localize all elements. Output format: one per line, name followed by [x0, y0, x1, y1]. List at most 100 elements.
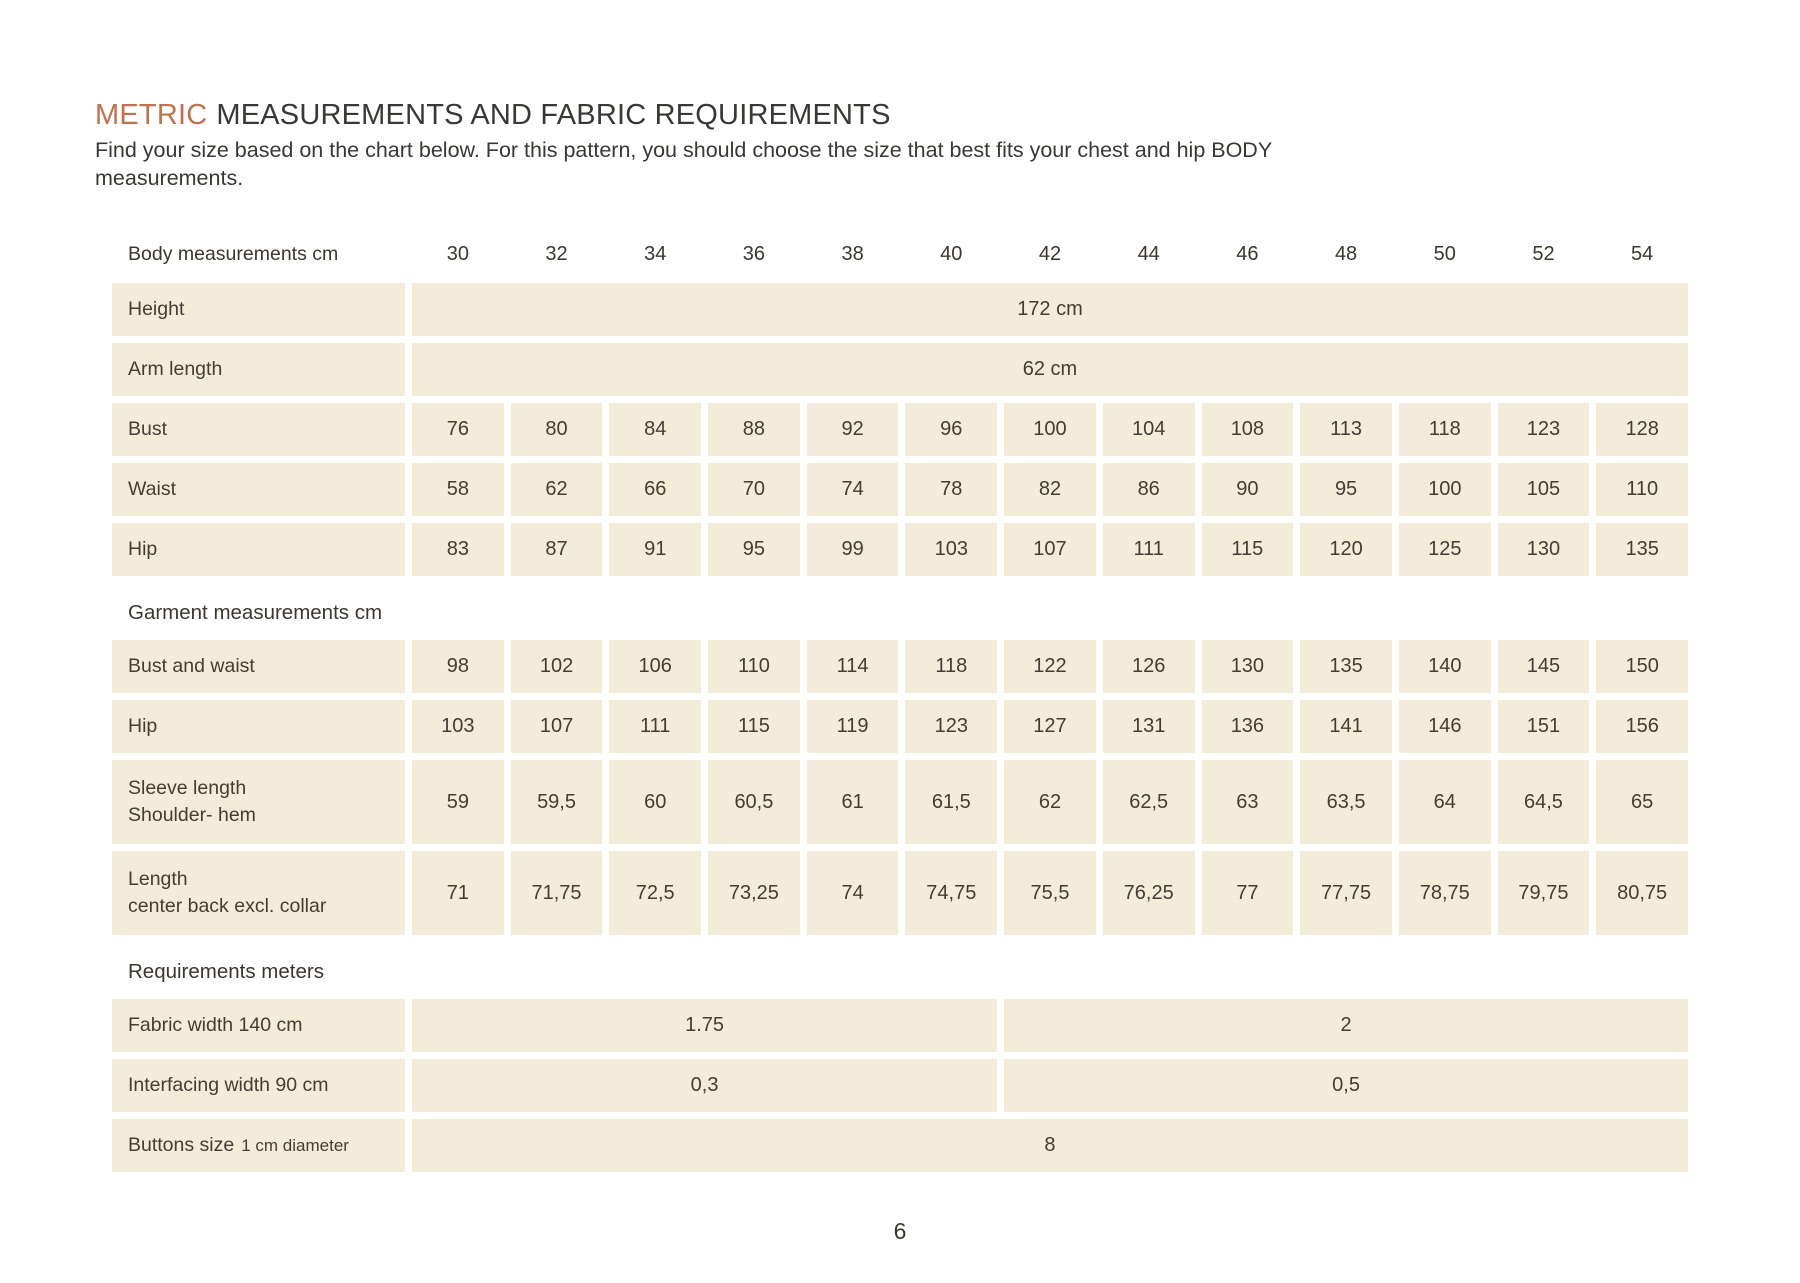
value-cell: 83	[412, 523, 504, 576]
value-cell: 60,5	[708, 760, 800, 844]
value-cell: 130	[1497, 523, 1590, 576]
size-column-header: 34	[644, 242, 667, 265]
value-cell: 59,5	[510, 760, 603, 844]
value-cell: 102	[510, 640, 603, 693]
value-cell: 74	[806, 463, 899, 516]
value-cell: 77	[1201, 851, 1294, 935]
size-column-header: 36	[742, 242, 766, 265]
value-cell: 80,75	[1596, 851, 1688, 935]
value-cell: 88	[708, 403, 800, 456]
value-cell: 145	[1497, 640, 1590, 693]
intro-text: Find your size based on the chart below.…	[95, 136, 1272, 192]
section-header-garment: Garment measurements cm	[128, 601, 383, 624]
value-cell: 106	[609, 640, 702, 693]
value-cell: 66	[609, 463, 702, 516]
row-label: Fabric width 140 cm	[112, 999, 405, 1052]
value-cell: 78	[905, 463, 998, 516]
measurement-table: Body measurements cm 30 32 34 36 38 40 42 44 46 48…	[112, 232, 1688, 1172]
value-cell: 130	[1201, 640, 1294, 693]
row-label: Interfacing width 90 cm	[112, 1059, 405, 1112]
value-cell: 77,75	[1300, 851, 1392, 935]
value-cell: 103	[412, 700, 504, 753]
span-value-cell: 0,3	[412, 1059, 998, 1112]
section-header-requirements: Requirements meters	[128, 960, 324, 983]
row-label: Height	[112, 283, 405, 336]
value-cell: 61,5	[905, 760, 998, 844]
value-cell: 107	[1004, 523, 1096, 576]
value-cell: 108	[1201, 403, 1294, 456]
value-cell: 128	[1596, 403, 1688, 456]
value-cell: 74	[806, 851, 899, 935]
value-cell: 140	[1398, 640, 1491, 693]
value-cell: 118	[1398, 403, 1491, 456]
value-cell: 73,25	[708, 851, 800, 935]
row-label-line1: Length	[128, 868, 188, 890]
value-cell: 87	[510, 523, 603, 576]
value-cell: 135	[1596, 523, 1688, 576]
row-label: Bust and waist	[112, 640, 405, 693]
value-cell: 61	[806, 760, 899, 844]
value-cell: 86	[1102, 463, 1195, 516]
row-label-line1: Sleeve length	[128, 777, 247, 799]
row-label: Bust	[112, 403, 405, 456]
value-cell: 59	[412, 760, 504, 844]
value-cell: 62	[510, 463, 603, 516]
value-cell: 131	[1102, 700, 1195, 753]
size-column-header: 50	[1433, 242, 1456, 265]
row-label: Sleeve length Shoulder- hem	[112, 760, 405, 844]
value-cell: 103	[905, 523, 998, 576]
page-title: METRIC MEASUREMENTS AND FABRIC REQUIREMEN…	[95, 99, 891, 132]
row-label: Waist	[112, 463, 405, 516]
value-cell: 120	[1300, 523, 1392, 576]
value-cell: 100	[1004, 403, 1096, 456]
value-cell: 60	[609, 760, 702, 844]
span-value-cell: 172 cm	[412, 283, 1688, 336]
value-cell: 78,75	[1398, 851, 1491, 935]
row-label: Arm length	[112, 343, 405, 396]
value-cell: 113	[1300, 403, 1392, 456]
value-cell: 82	[1004, 463, 1096, 516]
value-cell: 136	[1201, 700, 1294, 753]
value-cell: 119	[806, 700, 899, 753]
row-label: Hip	[112, 700, 405, 753]
span-value-cell: 8	[412, 1119, 1688, 1172]
value-cell: 76,25	[1102, 851, 1195, 935]
title-rest: MEASUREMENTS AND FABRIC REQUIREMENTS	[216, 99, 891, 131]
value-cell: 100	[1398, 463, 1491, 516]
value-cell: 99	[806, 523, 899, 576]
value-cell: 62,5	[1102, 760, 1195, 844]
value-cell: 92	[806, 403, 899, 456]
value-cell: 91	[609, 523, 702, 576]
span-value-cell: 0,5	[1004, 1059, 1688, 1112]
value-cell: 146	[1398, 700, 1491, 753]
title-accent: METRIC	[95, 99, 208, 131]
value-cell: 156	[1596, 700, 1688, 753]
value-cell: 111	[609, 700, 702, 753]
size-column-header: 46	[1236, 242, 1259, 265]
row-label: Hip	[112, 523, 405, 576]
value-cell: 71,75	[510, 851, 603, 935]
value-cell: 65	[1596, 760, 1688, 844]
value-cell: 118	[905, 640, 998, 693]
value-cell: 90	[1201, 463, 1294, 516]
value-cell: 110	[1596, 463, 1688, 516]
value-cell: 123	[1497, 403, 1590, 456]
size-column-header: 40	[940, 242, 963, 265]
size-column-header: 38	[841, 242, 864, 265]
row-label: Length center back excl. collar	[112, 851, 405, 935]
size-column-header: 48	[1334, 242, 1358, 265]
value-cell: 151	[1497, 700, 1590, 753]
value-cell: 64	[1398, 760, 1491, 844]
value-cell: 70	[708, 463, 800, 516]
value-cell: 123	[905, 700, 998, 753]
size-column-header: 42	[1038, 242, 1062, 265]
value-cell: 76	[412, 403, 504, 456]
value-cell: 104	[1102, 403, 1195, 456]
intro-line-2: measurements.	[95, 166, 244, 190]
value-cell: 111	[1102, 523, 1195, 576]
value-cell: 79,75	[1497, 851, 1590, 935]
value-cell: 127	[1004, 700, 1096, 753]
span-value-cell: 62 cm	[412, 343, 1688, 396]
value-cell: 141	[1300, 700, 1392, 753]
row-label: Buttons size 1 cm diameter	[112, 1119, 405, 1172]
